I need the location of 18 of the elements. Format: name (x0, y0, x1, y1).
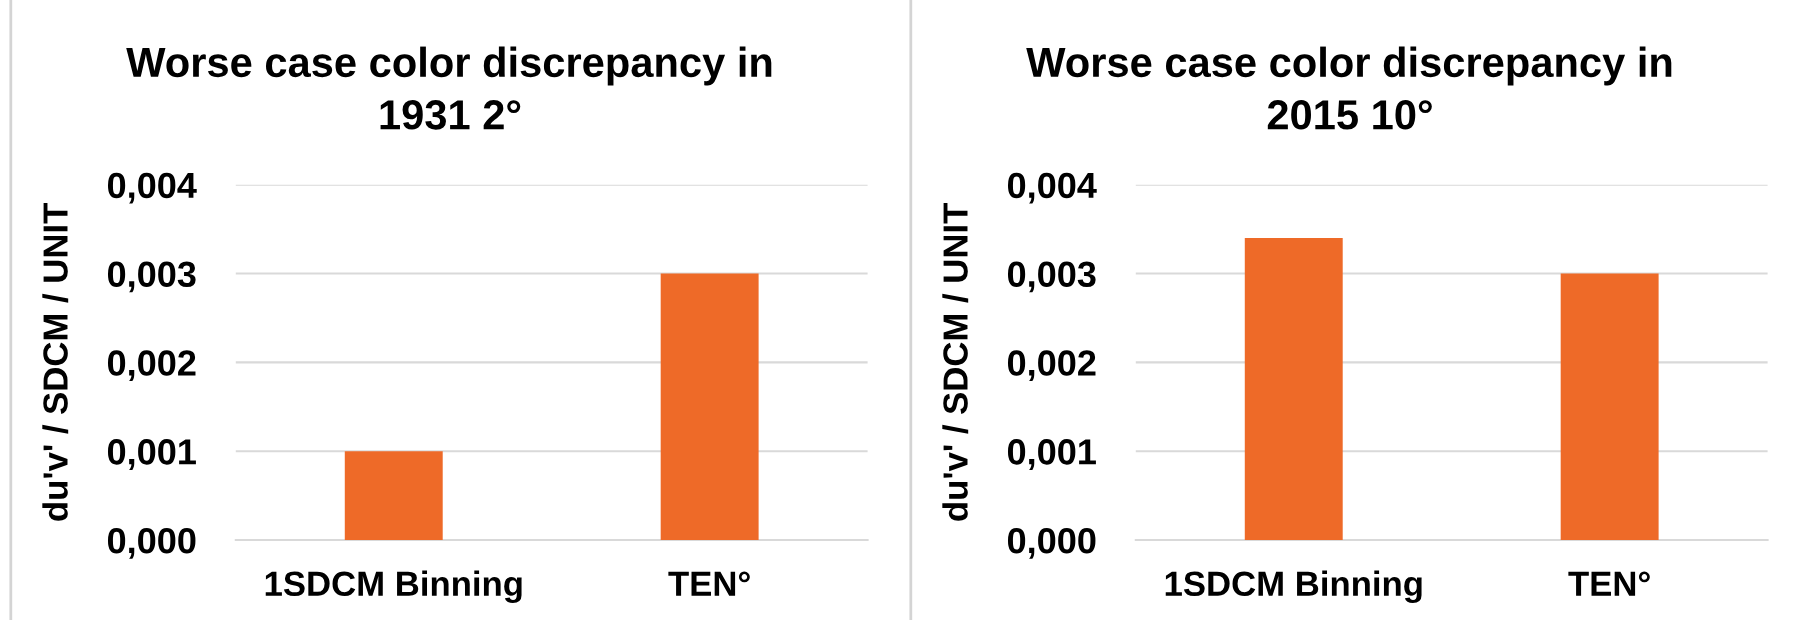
y-tick-label: 0,002 (1007, 350, 1096, 382)
y-tick-label: 0,001 (1007, 439, 1096, 470)
y-tick-label: 0,004 (107, 172, 197, 204)
y-tick-label: 0,001 (107, 439, 196, 470)
y-tick-label: 0,004 (1007, 172, 1097, 204)
x-tick-label: TEN° (668, 571, 750, 596)
chart-title: Worse case color discrepancy in 2015 10° (1026, 46, 1672, 130)
x-tick-label: 1SDCM Binning (265, 570, 522, 604)
x-tick-label: TEN° (1568, 571, 1650, 596)
y-axis-title: du'v' / SDCM / UNIT (942, 203, 969, 521)
y-axis-title: du'v' / SDCM / UNIT (42, 203, 69, 521)
x-tick-label: 1SDCM Binning (1165, 570, 1422, 604)
y-tick-label: 0,000 (1007, 527, 1096, 559)
chart-title: Worse case color discrepancy in 1931 2° (126, 46, 772, 130)
y-tick-label: 0,003 (1007, 261, 1096, 293)
y-tick-label: 0,003 (107, 261, 196, 293)
y-tick-label: 0,000 (107, 527, 196, 559)
y-tick-label: 0,002 (107, 350, 196, 382)
